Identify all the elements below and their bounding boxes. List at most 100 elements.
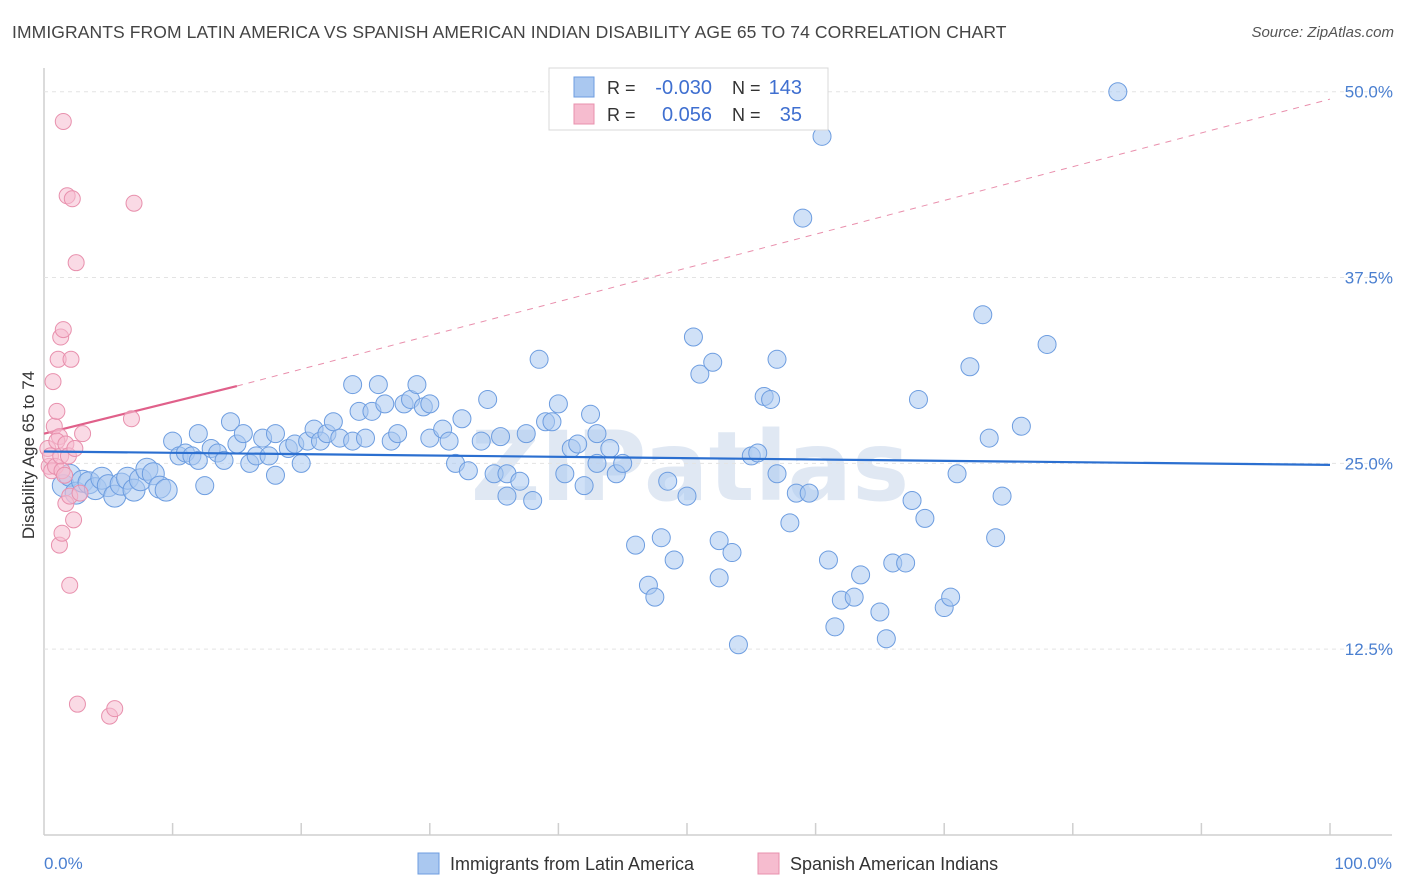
data-point-latin-america: [767, 464, 787, 484]
x-tick-label-min: 0.0%: [44, 854, 83, 873]
data-point-latin-america: [876, 629, 896, 649]
data-point-latin-america: [645, 587, 665, 607]
data-point-latin-america: [1011, 416, 1031, 436]
data-point-latin-america: [548, 394, 568, 414]
legend-r-value-pink: 0.056: [662, 104, 712, 126]
legend-swatch-pink: [573, 103, 595, 125]
data-point-latin-america: [587, 453, 607, 473]
data-point-latin-america: [902, 491, 922, 511]
data-point-latin-america: [356, 428, 375, 448]
y-tick-label: 25.0%: [1345, 454, 1393, 473]
latin-america-points: [51, 82, 1128, 655]
data-point-latin-america: [979, 428, 999, 448]
data-point-spanish-american-indian: [68, 695, 86, 713]
data-point-latin-america: [375, 394, 395, 414]
data-point-spanish-american-indian: [67, 254, 85, 272]
series-legend-label-blue[interactable]: Immigrants from Latin America: [450, 854, 695, 874]
legend-r-label-blue: R =: [607, 78, 636, 98]
data-point-spanish-american-indian: [71, 484, 89, 502]
y-axis-label: Disability Age 65 to 74: [19, 371, 38, 539]
data-point-latin-america: [600, 439, 620, 458]
data-point-latin-america: [677, 486, 697, 506]
data-point-latin-america: [761, 389, 781, 409]
data-point-spanish-american-indian: [54, 321, 72, 339]
data-point-latin-america: [581, 404, 601, 424]
data-point-latin-america: [478, 389, 498, 409]
pink-trend-group: [43, 98, 1331, 435]
data-point-latin-america: [439, 431, 459, 451]
data-point-latin-america: [986, 528, 1006, 548]
data-point-latin-america: [908, 389, 928, 409]
data-point-latin-america: [1037, 334, 1057, 354]
data-point-latin-america: [767, 349, 787, 369]
data-point-latin-america: [516, 424, 536, 444]
data-point-latin-america: [291, 453, 311, 473]
data-point-latin-america: [703, 352, 723, 372]
data-point-latin-america: [188, 450, 208, 470]
stats-legend: R = -0.030 N = 143 R = 0.056 N = 35: [548, 67, 829, 131]
legend-r-label-pink: R =: [607, 105, 636, 125]
data-point-latin-america: [407, 375, 427, 395]
data-point-latin-america: [510, 471, 530, 491]
data-point-latin-america: [343, 375, 363, 395]
data-point-latin-america: [709, 568, 729, 588]
data-point-spanish-american-indian: [48, 402, 66, 420]
data-point-spanish-american-indian: [65, 511, 83, 529]
data-point-latin-america: [523, 491, 543, 511]
data-point-latin-america: [728, 635, 748, 655]
data-point-latin-america: [265, 465, 285, 485]
data-point-spanish-american-indian: [122, 410, 140, 428]
data-point-latin-america: [214, 450, 234, 470]
legend-n-label-pink: N =: [732, 105, 761, 125]
data-point-spanish-american-indian: [54, 112, 72, 130]
legend-n-value-blue: 143: [769, 77, 802, 99]
data-point-latin-america: [947, 464, 967, 484]
data-point-latin-america: [896, 553, 916, 573]
series-legend-label-pink[interactable]: Spanish American Indians: [790, 854, 998, 874]
data-point-latin-america: [658, 471, 678, 491]
chart-title: IMMIGRANTS FROM LATIN AMERICA VS SPANISH…: [12, 22, 1007, 42]
data-point-latin-america: [574, 476, 594, 496]
series-legend-swatch-pink[interactable]: [757, 852, 780, 875]
data-point-latin-america: [587, 424, 607, 444]
data-point-latin-america: [748, 443, 768, 463]
legend-swatch-blue: [573, 76, 595, 98]
data-point-spanish-american-indian: [66, 440, 84, 457]
data-point-latin-america: [780, 513, 800, 533]
data-point-spanish-american-indian: [56, 466, 74, 484]
data-point-latin-america: [233, 424, 253, 444]
data-point-latin-america: [651, 528, 671, 548]
y-tick-label: 50.0%: [1345, 83, 1393, 102]
data-point-latin-america: [690, 364, 710, 384]
data-point-latin-america: [529, 349, 549, 369]
series-legend-swatch-blue[interactable]: [417, 852, 440, 875]
data-point-latin-america: [851, 565, 871, 585]
pink-trend-extension: [236, 98, 1331, 387]
data-point-latin-america: [452, 409, 472, 429]
data-point-latin-america: [941, 587, 961, 607]
source-credit[interactable]: Source: ZipAtlas.com: [1251, 24, 1394, 41]
data-point-latin-america: [388, 424, 408, 444]
pink-trend-line: [43, 384, 238, 435]
data-point-latin-america: [613, 453, 633, 473]
legend-n-value-pink: 35: [780, 104, 802, 126]
data-point-latin-america: [497, 486, 517, 506]
stats-legend-box: [548, 67, 829, 131]
x-tick-label-max: 100.0%: [1334, 854, 1392, 873]
spanish-american-indian-points: [39, 112, 143, 725]
data-point-latin-america: [1108, 82, 1128, 102]
data-point-latin-america: [844, 587, 864, 607]
blue-trend-group: [43, 450, 1331, 466]
data-point-spanish-american-indian: [74, 425, 92, 443]
data-point-latin-america: [491, 427, 511, 447]
data-point-latin-america: [420, 394, 440, 414]
data-point-latin-america: [265, 424, 285, 444]
data-point-latin-america: [973, 305, 993, 325]
data-point-spanish-american-indian: [125, 194, 143, 212]
data-point-latin-america: [818, 550, 838, 570]
data-point-latin-america: [960, 357, 980, 377]
blue-trend-line: [43, 450, 1331, 466]
y-tick-label: 12.5%: [1345, 640, 1393, 659]
data-point-latin-america: [195, 476, 215, 496]
